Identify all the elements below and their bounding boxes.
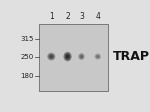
Text: 315: 315 xyxy=(21,36,34,42)
Text: 4: 4 xyxy=(95,12,100,21)
Ellipse shape xyxy=(47,53,55,60)
Ellipse shape xyxy=(48,54,54,59)
Ellipse shape xyxy=(96,54,100,59)
Text: 2: 2 xyxy=(65,12,70,21)
Ellipse shape xyxy=(50,55,53,58)
Ellipse shape xyxy=(65,53,70,60)
Text: 180: 180 xyxy=(20,73,34,79)
Text: TRAP220: TRAP220 xyxy=(113,50,150,63)
Bar xyxy=(39,24,108,91)
Text: 250: 250 xyxy=(21,54,34,60)
Ellipse shape xyxy=(80,55,83,58)
Ellipse shape xyxy=(63,52,72,61)
Ellipse shape xyxy=(79,54,84,59)
Ellipse shape xyxy=(66,55,69,58)
Ellipse shape xyxy=(95,54,101,60)
Ellipse shape xyxy=(96,55,99,58)
Text: 1: 1 xyxy=(49,12,54,21)
Ellipse shape xyxy=(78,53,85,60)
Text: 3: 3 xyxy=(79,12,84,21)
